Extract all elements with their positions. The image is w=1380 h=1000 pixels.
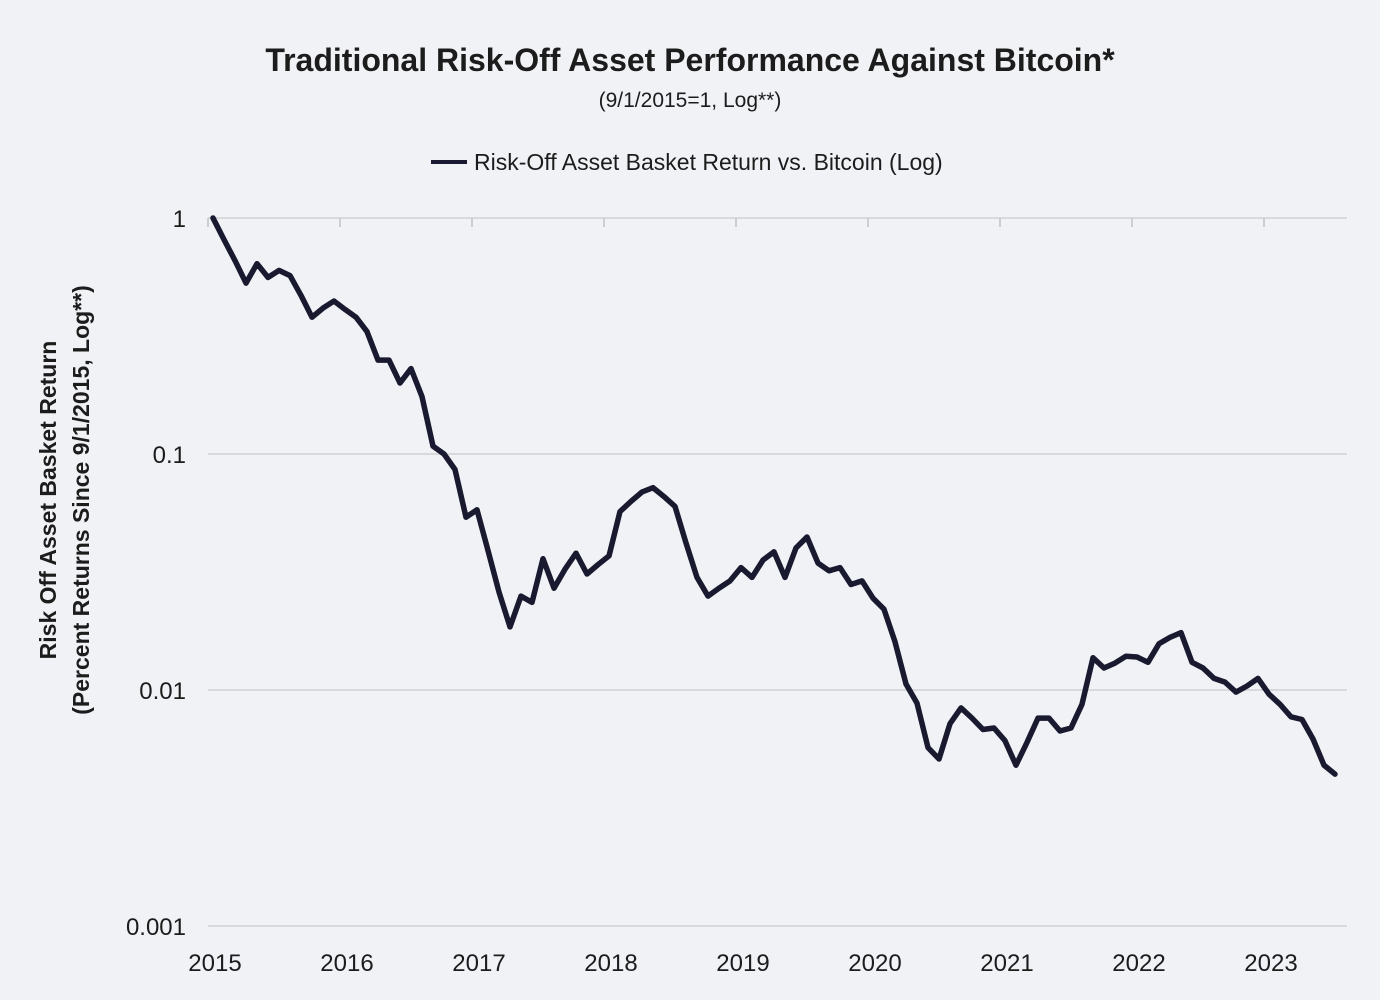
y-tick-label-0.1: 0.1 — [153, 442, 186, 469]
x-axis-year-ticks — [207, 218, 1265, 227]
x-tick-label-2020: 2020 — [848, 950, 901, 977]
gridlines — [208, 217, 1347, 927]
x-tick-label-2021: 2021 — [980, 950, 1033, 977]
y-axis-title: Risk Off Asset Basket Return (Percent Re… — [35, 285, 94, 715]
x-tick-label-2015: 2015 — [188, 950, 241, 977]
x-tick-label-2019: 2019 — [716, 950, 769, 977]
y-tick-label-0.001: 0.001 — [126, 914, 186, 941]
x-tick-label-2018: 2018 — [584, 950, 637, 977]
legend-label: Risk-Off Asset Basket Return vs. Bitcoin… — [474, 149, 943, 175]
series-line — [210, 215, 1338, 777]
y-axis-tick-labels: 1 0.1 0.01 0.001 — [126, 206, 186, 941]
x-tick-label-2022: 2022 — [1112, 950, 1165, 977]
chart-title: Traditional Risk-Off Asset Performance A… — [265, 42, 1115, 78]
y-axis-title-line1: Risk Off Asset Basket Return — [35, 341, 61, 660]
series-group — [210, 215, 1338, 777]
y-axis-title-line2: (Percent Returns Since 9/1/2015, Log**) — [68, 285, 94, 715]
legend: Risk-Off Asset Basket Return vs. Bitcoin… — [431, 149, 943, 175]
x-tick-label-2023: 2023 — [1244, 950, 1297, 977]
chart-subtitle: (9/1/2015=1, Log**) — [599, 89, 782, 112]
x-tick-label-2016: 2016 — [320, 950, 373, 977]
x-tick-label-2017: 2017 — [452, 950, 505, 977]
y-tick-label-1: 1 — [173, 206, 186, 233]
y-tick-label-0.01: 0.01 — [139, 678, 186, 705]
x-axis-tick-labels: 2015 2016 2017 2018 2019 2020 2021 2022 2023 — [188, 950, 1297, 977]
